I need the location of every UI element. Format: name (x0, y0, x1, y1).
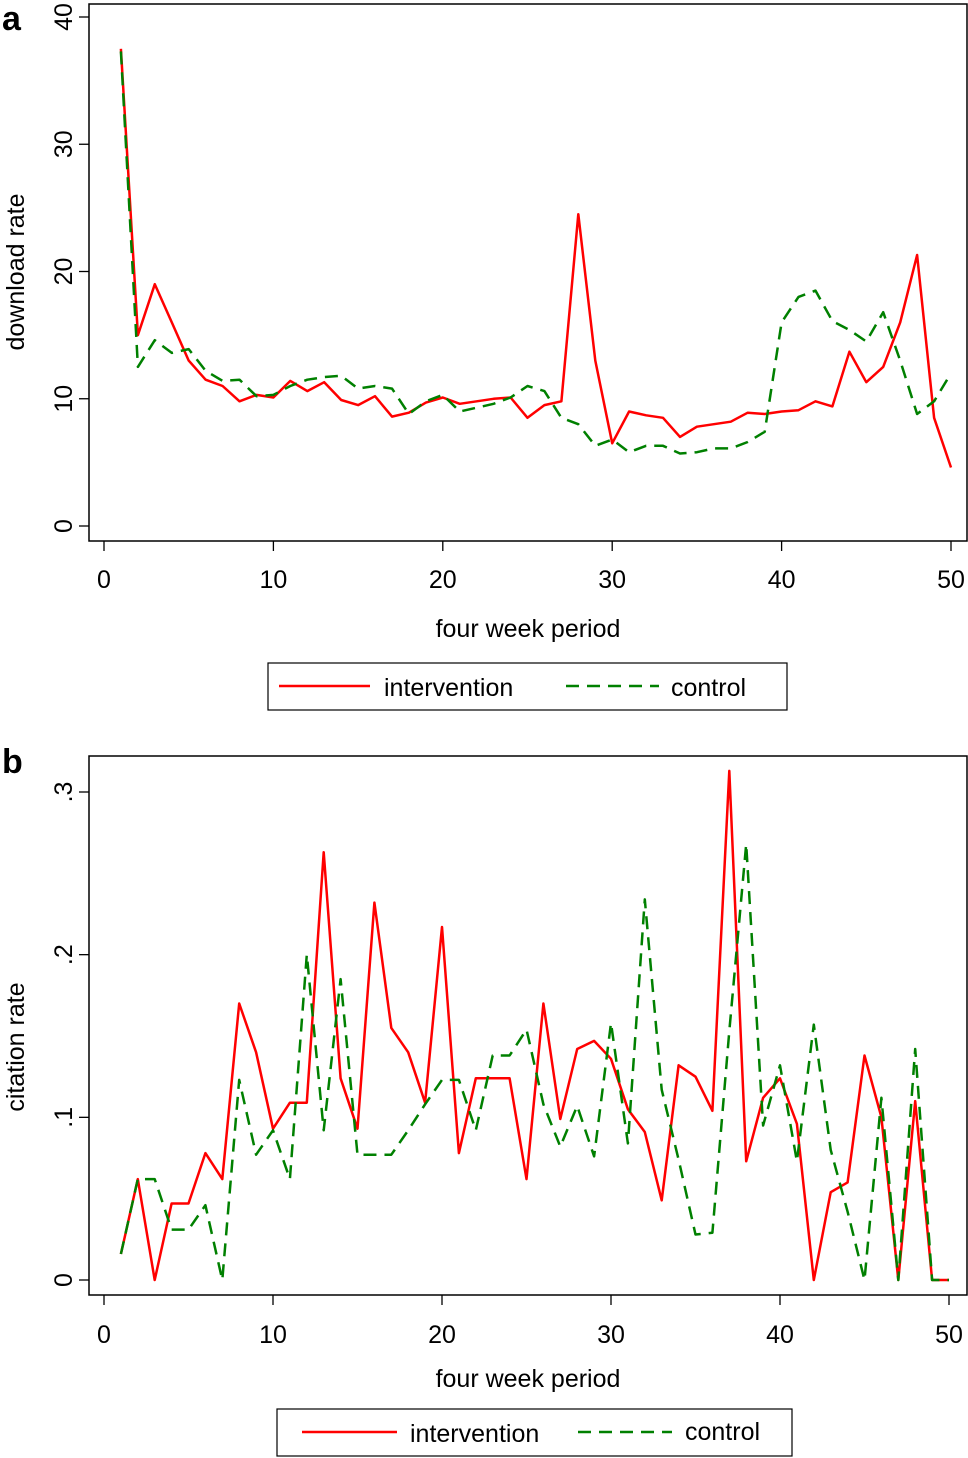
y-tick-label: 10 (50, 385, 78, 413)
legend-label-control: control (685, 1418, 760, 1446)
panel-a-letter: a (2, 0, 22, 38)
y-tick-label: 40 (50, 3, 78, 31)
y-tick-label: 20 (50, 258, 78, 286)
plot-area-border (88, 3, 968, 542)
y-tick-label: .2 (50, 944, 78, 965)
x-tick-label: 50 (935, 1321, 963, 1349)
x-tick-label: 0 (97, 566, 111, 594)
x-axis-title: four week period (436, 615, 621, 643)
panel-b-letter: b (2, 743, 23, 781)
x-axis-title: four week period (436, 1365, 621, 1393)
y-axis-title: download rate (2, 193, 30, 350)
y-tick-label: .3 (50, 782, 78, 803)
x-tick-label: 50 (937, 566, 965, 594)
y-tick-label: 0 (50, 1273, 78, 1287)
series-line-control (119, 51, 953, 455)
series-line-control (119, 842, 949, 1282)
x-tick-label: 10 (259, 1321, 287, 1349)
x-tick-label: 30 (597, 1321, 625, 1349)
x-tick-label: 20 (429, 566, 457, 594)
legend: intervention control (267, 662, 788, 711)
legend-label-control: control (671, 674, 746, 702)
legend: intervention control (276, 1408, 793, 1457)
legend-label-intervention: intervention (410, 1420, 539, 1448)
x-axis: 0 10 20 30 40 50 (97, 1295, 963, 1349)
y-axis-title: citation rate (2, 982, 30, 1111)
y-tick-label: 30 (50, 130, 78, 158)
series-line-intervention (119, 48, 953, 468)
x-axis: 0 10 20 30 40 50 (97, 541, 965, 594)
x-tick-label: 10 (259, 566, 287, 594)
y-axis: 0 .1 .2 .3 (50, 782, 89, 1287)
panel-b-citation-rate-chart: b 0 .1 .2 .3 0 10 20 30 40 50 citation rate four… (2, 743, 968, 1457)
y-tick-label: .1 (50, 1107, 78, 1128)
panel-a-download-rate-chart: a 0 10 20 30 40 0 10 20 30 40 50 download rate fo… (2, 0, 968, 711)
x-tick-label: 40 (768, 566, 796, 594)
legend-label-intervention: intervention (384, 674, 513, 702)
x-tick-label: 20 (428, 1321, 456, 1349)
y-axis: 0 10 20 30 40 (50, 3, 89, 533)
plot-area-border (88, 755, 968, 1296)
x-tick-label: 30 (598, 566, 626, 594)
series-line-intervention (119, 769, 949, 1282)
x-tick-label: 0 (97, 1321, 111, 1349)
series-lines (119, 48, 953, 468)
series-lines (119, 769, 949, 1282)
x-tick-label: 40 (766, 1321, 794, 1349)
y-tick-label: 0 (50, 519, 78, 533)
